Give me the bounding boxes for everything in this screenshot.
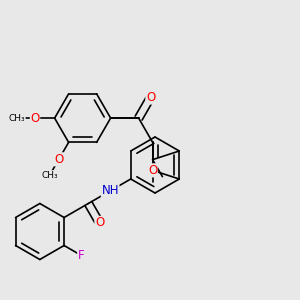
Text: NH: NH — [101, 184, 119, 197]
Text: O: O — [54, 153, 63, 166]
Text: O: O — [30, 112, 40, 124]
Text: O: O — [146, 91, 155, 104]
Text: O: O — [95, 216, 104, 230]
Text: CH₃: CH₃ — [8, 114, 25, 123]
Text: CH₃: CH₃ — [41, 171, 58, 180]
Text: F: F — [78, 249, 84, 262]
Text: O: O — [148, 164, 157, 177]
